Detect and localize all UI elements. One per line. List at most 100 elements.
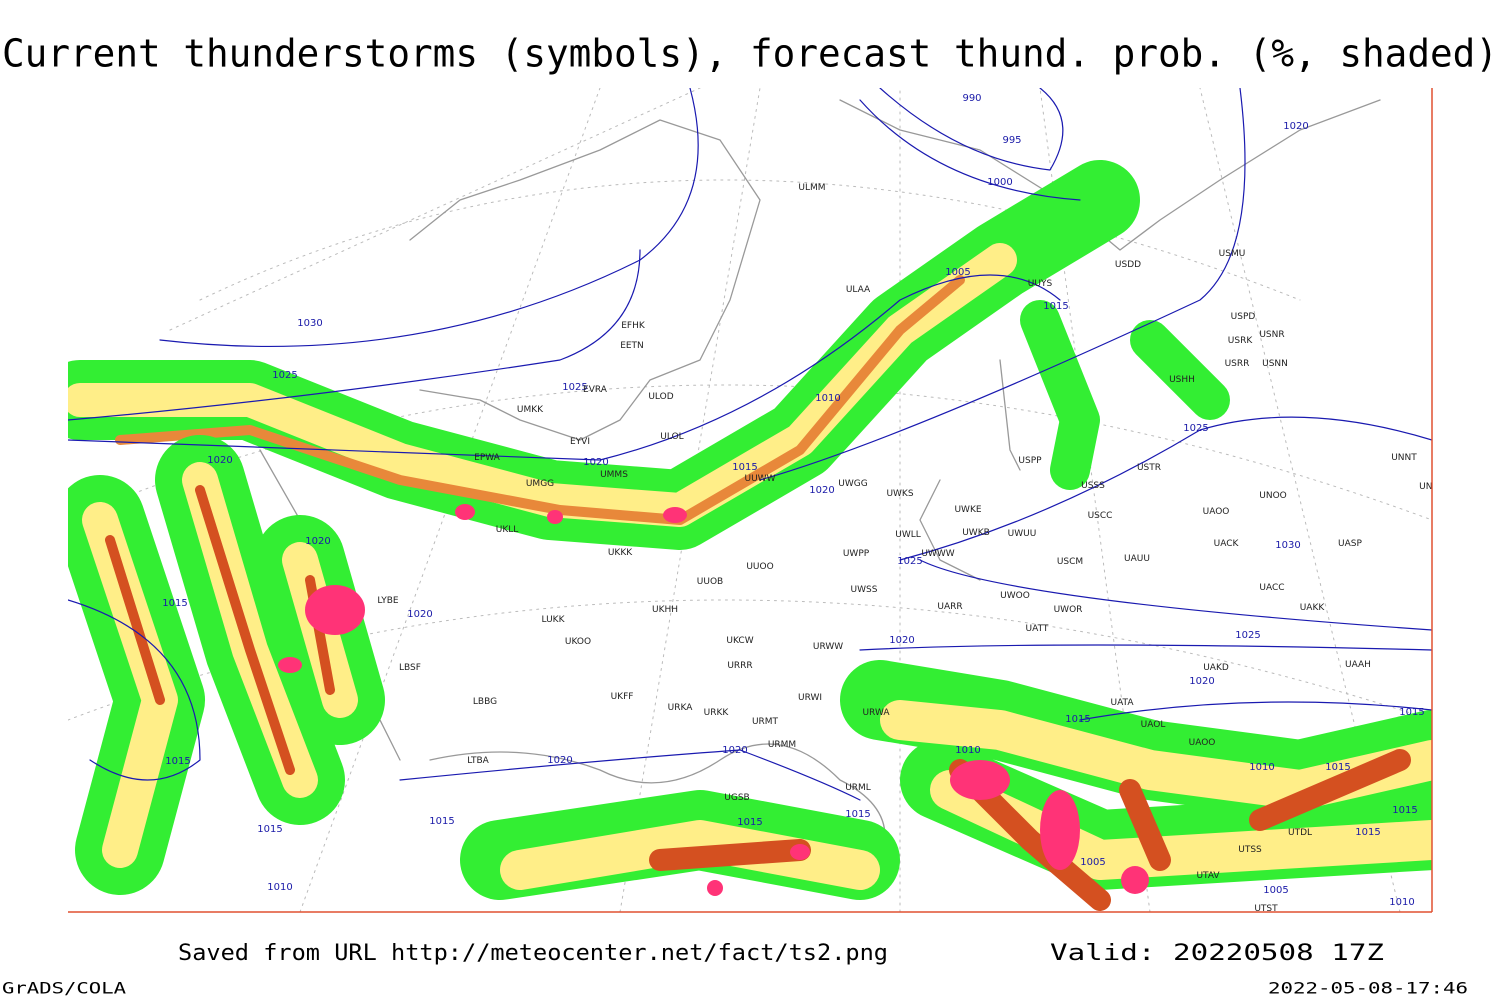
valid-time: Valid: 20220508 17Z — [1050, 941, 1384, 966]
station-label: USDD — [1115, 260, 1141, 270]
station-label: UACK — [1214, 539, 1240, 549]
station-label: UWKE — [954, 505, 981, 515]
station-label: UAKD — [1203, 663, 1229, 673]
isobar-label: 1010 — [955, 745, 980, 756]
station-label: URKK — [704, 708, 730, 718]
isobar-label: 1025 — [1235, 630, 1260, 641]
station-label: LBBG — [473, 697, 497, 707]
station-label: ULMM — [798, 183, 825, 193]
station-label: UAOO — [1203, 507, 1230, 517]
station-label: USPP — [1018, 456, 1042, 466]
station-label: UAKK — [1300, 603, 1326, 613]
station-label: USHH — [1169, 375, 1195, 385]
station-label: LUKK — [542, 615, 566, 625]
station-label: USRK — [1228, 336, 1254, 346]
station-label: URKA — [668, 703, 694, 713]
isobar-label: 1020 — [809, 485, 834, 496]
station-label: ULAA — [846, 285, 871, 295]
station-label: UATA — [1110, 698, 1134, 708]
station-label: UWLL — [895, 530, 921, 540]
source-url: Saved from URL http://meteocenter.net/fa… — [178, 941, 888, 966]
station-label: UKFF — [611, 692, 634, 702]
station-label: UMGG — [526, 479, 554, 489]
station-label: LTBA — [467, 756, 489, 766]
station-label: EFHK — [621, 321, 646, 331]
station-label: UUOO — [746, 562, 773, 572]
station-label: UWKS — [886, 489, 913, 499]
isobar-label: 1015 — [1355, 827, 1380, 838]
station-label: UWWW — [921, 549, 954, 559]
isobar-label: 1015 — [732, 462, 757, 473]
station-label: UUYS — [1028, 279, 1053, 289]
station-label: UAOL — [1141, 720, 1166, 730]
station-label: URMM — [768, 740, 796, 750]
station-label: UAUU — [1124, 554, 1150, 564]
isobars — [68, 88, 1432, 801]
station-label: UWGG — [838, 479, 867, 489]
station-label: USNR — [1259, 330, 1284, 340]
station-label: EPWA — [474, 453, 501, 463]
isobar-label: 1015 — [845, 809, 870, 820]
isobar-label: 1015 — [737, 817, 762, 828]
isobar-label: 1020 — [889, 635, 914, 646]
station-label: UWUU — [1008, 529, 1037, 539]
isobar-label: 1010 — [1389, 897, 1414, 908]
isobar-label: 1010 — [1249, 762, 1274, 773]
station-label: UNBB — [1419, 482, 1445, 492]
station-label: URWW — [813, 642, 843, 652]
station-label: UNNT — [1391, 453, 1417, 463]
isobar-label: 1015 — [1325, 762, 1350, 773]
isobar-label: 1015 — [257, 824, 282, 835]
station-label: UTDL — [1288, 828, 1312, 838]
isobar-labels: 990 995 1000 1005 1015 1010 1015 1020 1020 1025 10… — [162, 93, 1424, 908]
station-label: UMMS — [600, 470, 628, 480]
coastlines — [259, 99, 1381, 861]
station-label: USSS — [1081, 481, 1105, 491]
isobar-label: 1020 — [583, 457, 608, 468]
station-label: LYBE — [377, 596, 398, 606]
isobar-label: 1020 — [207, 455, 232, 466]
isobar-label: 1005 — [1263, 885, 1288, 896]
station-label: USRR — [1225, 359, 1250, 369]
station-label: UWSS — [851, 585, 878, 595]
isobar-label: 1005 — [945, 267, 970, 278]
station-labels: ULMM ULAA EFHK EETN EVRA ULOD ULOL EYVI UMKK EPWA… — [377, 183, 1445, 914]
station-label: USMU — [1219, 249, 1246, 259]
isobar-label: 1005 — [1080, 857, 1105, 868]
credit: GrADS/COLA — [2, 979, 126, 998]
station-label: UTST — [1254, 904, 1278, 914]
timestamp: 2022-05-08-17:46 — [1268, 979, 1468, 998]
station-label: UTSS — [1238, 845, 1262, 855]
station-label: EVRA — [583, 385, 608, 395]
isobar-label: 1025 — [272, 370, 297, 381]
isobar-label: 1020 — [407, 609, 432, 620]
isobar-label: 1025 — [897, 556, 922, 567]
station-label: USCM — [1057, 557, 1083, 567]
isobar-label: 1020 — [1283, 121, 1308, 132]
isobar-label: 1015 — [165, 756, 190, 767]
station-label: EYVI — [570, 437, 590, 447]
isobar-label: 1000 — [987, 177, 1012, 188]
station-label: URML — [845, 783, 871, 793]
isobar-label: 1010 — [267, 882, 292, 893]
station-label: USPD — [1231, 312, 1256, 322]
isobar-label: 1020 — [547, 755, 572, 766]
station-label: UWPP — [843, 549, 870, 559]
station-label: UKCW — [726, 636, 753, 646]
station-label: URWA — [862, 708, 890, 718]
isobar-label: 1015 — [1399, 707, 1424, 718]
station-label: UUWW — [745, 474, 776, 484]
station-label: LBSF — [399, 663, 421, 673]
station-label: UATT — [1026, 624, 1049, 634]
isobar-label: 995 — [1002, 135, 1021, 146]
station-label: UWOO — [1000, 591, 1030, 601]
station-label: USTR — [1137, 463, 1161, 473]
isobar-label: 1030 — [297, 318, 322, 329]
station-label: UASP — [1338, 539, 1362, 549]
station-label: UUOB — [697, 577, 723, 587]
station-label: EETN — [620, 341, 644, 351]
isobar-label: 1025 — [1183, 423, 1208, 434]
title: Current thunderstorms (symbols), forecas… — [2, 32, 1498, 76]
station-label: URRR — [727, 661, 752, 671]
station-label: UARR — [937, 602, 962, 612]
